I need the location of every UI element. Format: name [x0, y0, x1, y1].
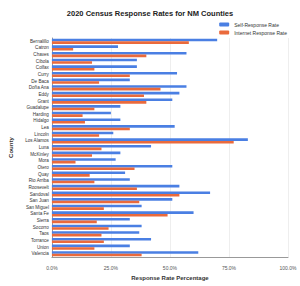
- svg-text:Rio Arriba: Rio Arriba: [29, 178, 50, 183]
- svg-text:Chaves: Chaves: [33, 52, 49, 57]
- svg-text:Grant: Grant: [37, 99, 49, 104]
- svg-text:Los Alamos: Los Alamos: [25, 138, 49, 143]
- svg-text:Luna: Luna: [39, 145, 50, 150]
- svg-text:Bernalillo: Bernalillo: [30, 39, 49, 44]
- svg-text:Sandoval: Sandoval: [30, 192, 49, 197]
- svg-text:Colfax: Colfax: [36, 65, 50, 70]
- svg-text:75.0%: 75.0%: [222, 265, 237, 271]
- svg-text:Cibola: Cibola: [36, 59, 49, 64]
- svg-text:County: County: [8, 137, 14, 158]
- svg-text:Self-Response Rate: Self-Response Rate: [234, 22, 279, 28]
- svg-text:Catron: Catron: [35, 45, 49, 50]
- svg-text:Santa Fe: Santa Fe: [30, 211, 49, 216]
- svg-text:Quay: Quay: [38, 172, 50, 177]
- svg-text:2020 Census Response Rates for: 2020 Census Response Rates for NM Counti…: [67, 9, 233, 18]
- svg-text:100.0%: 100.0%: [280, 265, 298, 271]
- svg-text:Eddy: Eddy: [38, 92, 49, 97]
- svg-text:Lea: Lea: [41, 125, 49, 130]
- svg-text:Roosevelt: Roosevelt: [28, 185, 49, 190]
- svg-text:Curry: Curry: [38, 72, 50, 77]
- svg-text:Socorro: Socorro: [33, 225, 50, 230]
- svg-text:Valencia: Valencia: [32, 251, 50, 256]
- svg-text:Response Rate Percentage: Response Rate Percentage: [131, 275, 209, 281]
- svg-text:San Juan: San Juan: [29, 198, 49, 203]
- svg-text:Torrance: Torrance: [31, 238, 49, 243]
- svg-text:50.0%: 50.0%: [163, 265, 178, 271]
- svg-text:Hidalgo: Hidalgo: [33, 118, 49, 123]
- svg-text:0.0%: 0.0%: [46, 265, 58, 271]
- svg-text:Mora: Mora: [38, 158, 49, 163]
- svg-text:Sierra: Sierra: [37, 218, 50, 223]
- svg-text:Harding: Harding: [33, 112, 50, 117]
- svg-text:25.0%: 25.0%: [104, 265, 119, 271]
- svg-text:San Miguel: San Miguel: [26, 205, 49, 210]
- svg-text:Guadalupe: Guadalupe: [26, 105, 49, 110]
- svg-text:McKinley: McKinley: [30, 152, 49, 157]
- svg-text:Internet Response Rate: Internet Response Rate: [234, 30, 287, 36]
- svg-text:De Baca: De Baca: [31, 79, 49, 84]
- svg-text:Taos: Taos: [39, 231, 49, 236]
- svg-text:Lincoln: Lincoln: [34, 132, 49, 137]
- svg-text:Otero: Otero: [37, 165, 49, 170]
- svg-text:Doña Ana: Doña Ana: [29, 85, 50, 90]
- svg-text:Union: Union: [37, 245, 49, 250]
